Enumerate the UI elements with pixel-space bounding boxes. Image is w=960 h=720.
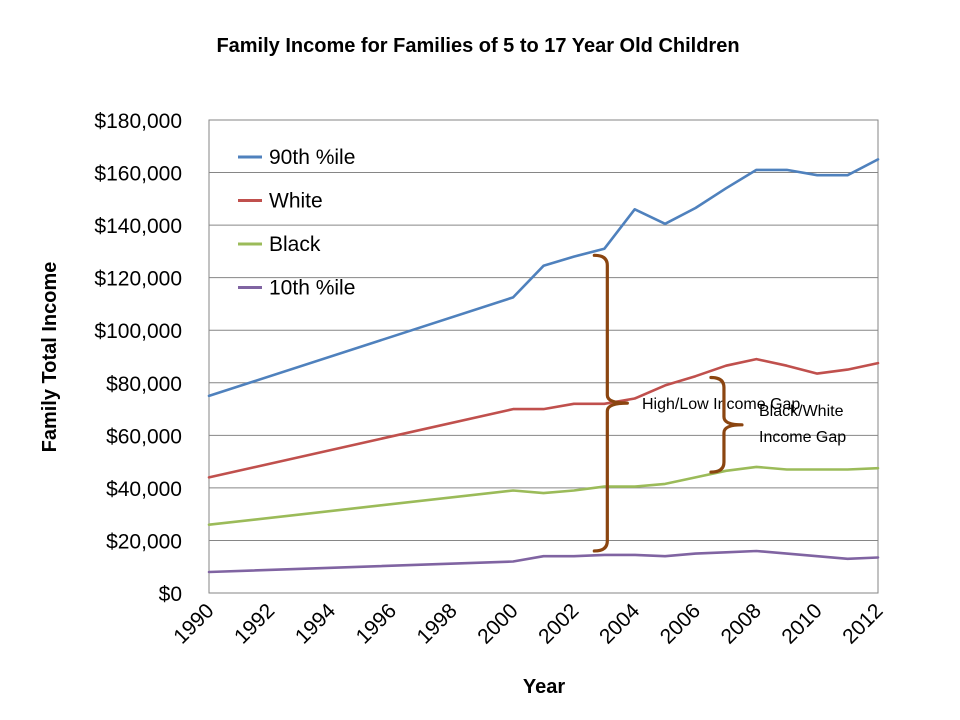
y-tick-label: $80,000 xyxy=(106,373,182,396)
x-tick-label: 1998 xyxy=(413,599,462,648)
y-tick-label: $120,000 xyxy=(94,268,182,291)
x-tick-label: 1992 xyxy=(230,599,279,648)
y-tick-label: $40,000 xyxy=(106,478,182,501)
x-tick-label: 2010 xyxy=(777,599,826,648)
series-line-black xyxy=(207,465,880,527)
legend-label: 10th %ile xyxy=(269,277,355,300)
x-tick-label: 2004 xyxy=(595,599,645,649)
y-axis-label: Family Total Income xyxy=(39,262,61,453)
y-tick-label: $140,000 xyxy=(94,215,182,238)
y-axis-ticks: $0 $20,000 $40,000 $60,000 $80,000 $100,000 $1… xyxy=(94,110,182,606)
legend-label: Black xyxy=(269,233,321,256)
brace-high-low-gap xyxy=(592,253,629,553)
x-tick-label: 2006 xyxy=(656,599,705,648)
x-tick-label: 2008 xyxy=(717,599,766,648)
y-tick-label: $0 xyxy=(159,583,182,606)
y-tick-label: $180,000 xyxy=(94,110,182,133)
legend-label: White xyxy=(269,190,323,213)
y-tick-label: $20,000 xyxy=(106,530,182,553)
legend: 90th %ile White Black 10th %ile xyxy=(238,146,355,300)
series-line-10th-ile xyxy=(207,549,880,574)
x-axis-label: Year xyxy=(523,676,565,698)
annotation-black-white-gap: Income Gap xyxy=(759,429,846,446)
x-tick-label: 1996 xyxy=(352,599,401,648)
y-tick-label: $60,000 xyxy=(106,425,182,448)
y-tick-label: $100,000 xyxy=(94,320,182,343)
y-tick-label: $160,000 xyxy=(94,163,182,186)
series-lines xyxy=(207,158,880,574)
x-tick-label: 2000 xyxy=(473,599,522,648)
x-tick-label: 1990 xyxy=(169,599,218,648)
x-axis-ticks: 1990 1992 1994 1996 1998 2000 2002 2004 2006 2008… xyxy=(169,599,887,649)
annotation-high-low-gap: High/Low Income Gap xyxy=(642,396,800,413)
chart-title: Family Income for Families of 5 to 17 Ye… xyxy=(216,35,739,57)
series-line-white xyxy=(207,357,880,479)
legend-label: 90th %ile xyxy=(269,146,355,169)
plot-area xyxy=(208,119,879,594)
x-tick-label: 2002 xyxy=(534,599,583,648)
series-line-90th-ile xyxy=(207,158,880,398)
x-tick-label: 2012 xyxy=(838,599,887,648)
annotation-black-white-gap: Black/White xyxy=(759,403,844,420)
x-tick-label: 1994 xyxy=(291,599,341,649)
brace-black-white-gap xyxy=(709,375,744,474)
